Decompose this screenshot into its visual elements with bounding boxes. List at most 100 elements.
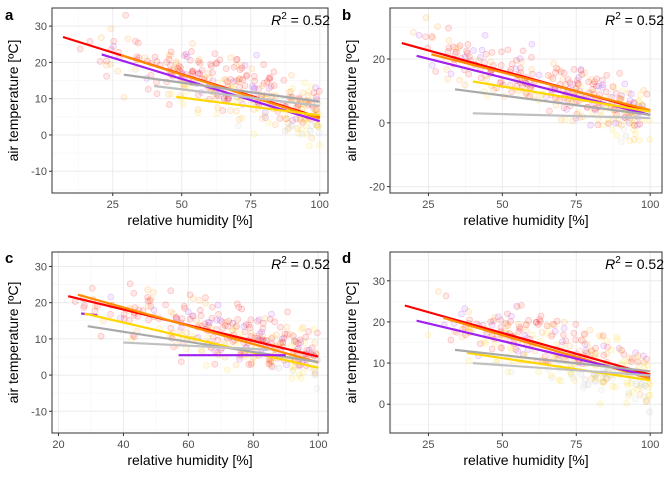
data-point <box>229 319 237 327</box>
x-tick-label: 50 <box>176 199 188 211</box>
data-point <box>628 358 635 366</box>
data-point <box>76 45 84 53</box>
data-point <box>260 61 268 68</box>
data-point <box>313 385 321 392</box>
data-point <box>227 75 235 83</box>
data-point <box>463 47 470 55</box>
data-point <box>283 331 291 338</box>
data-point <box>603 71 611 79</box>
data-point <box>643 90 651 98</box>
data-point <box>482 339 489 347</box>
data-point <box>515 328 523 335</box>
data-point <box>599 374 607 382</box>
x-tick-label: 50 <box>496 439 508 451</box>
r-exponent: 2 <box>281 255 287 266</box>
data-point <box>513 56 520 64</box>
data-point <box>628 119 636 127</box>
data-point <box>107 25 115 33</box>
data-point <box>235 303 243 311</box>
data-point <box>207 60 214 68</box>
data-point <box>150 306 158 314</box>
data-point <box>173 59 180 67</box>
data-point <box>587 346 595 353</box>
data-point <box>483 76 491 83</box>
data-point <box>644 361 651 369</box>
data-point <box>281 111 289 119</box>
data-point <box>599 121 607 129</box>
data-point <box>495 313 502 321</box>
data-point <box>504 322 511 330</box>
data-point <box>639 384 647 391</box>
data-point <box>569 117 577 125</box>
data-point <box>558 342 566 349</box>
regression-line-5 <box>454 348 651 373</box>
data-point <box>435 288 442 295</box>
data-point <box>549 320 557 328</box>
x-tick-label: 50 <box>496 199 508 211</box>
data-point <box>213 316 220 324</box>
data-point <box>636 120 644 128</box>
data-point <box>415 31 423 39</box>
data-point <box>480 338 488 345</box>
data-point <box>447 70 455 78</box>
data-point <box>205 69 212 77</box>
data-point <box>618 121 625 129</box>
data-point <box>482 50 490 58</box>
data-point <box>234 122 242 130</box>
data-point <box>609 375 616 383</box>
data-point <box>222 319 230 326</box>
data-point <box>615 120 623 128</box>
data-point <box>487 58 495 66</box>
data-point <box>635 98 643 106</box>
data-point <box>273 331 280 339</box>
data-point <box>577 83 585 91</box>
data-point <box>461 81 469 89</box>
data-point <box>581 330 588 338</box>
data-point <box>311 369 319 377</box>
data-point <box>476 340 484 348</box>
data-point <box>445 37 453 44</box>
data-point <box>625 89 633 97</box>
data-point <box>577 371 585 378</box>
data-point <box>592 349 600 357</box>
x-tick-label: 75 <box>570 439 582 451</box>
data-point <box>214 301 222 309</box>
data-point <box>315 129 323 137</box>
data-point <box>194 69 202 77</box>
panel-label: a <box>5 7 14 24</box>
data-point <box>236 355 243 363</box>
data-point <box>523 321 530 329</box>
data-point <box>552 69 559 76</box>
r-exponent: 2 <box>615 11 621 22</box>
data-point <box>514 347 522 355</box>
data-point <box>183 329 191 336</box>
x-tick-label: 80 <box>247 439 259 451</box>
data-point <box>259 115 266 122</box>
data-point <box>232 340 240 347</box>
data-point <box>288 71 295 79</box>
data-point <box>247 316 255 324</box>
data-point <box>643 355 650 363</box>
data-point <box>636 391 644 398</box>
data-point <box>275 364 283 372</box>
data-point <box>422 14 430 21</box>
data-point <box>519 47 527 55</box>
data-point <box>621 80 629 88</box>
data-point <box>535 368 543 376</box>
data-point <box>303 130 310 138</box>
data-point <box>609 126 616 134</box>
data-point <box>559 76 567 83</box>
x-tick-label: 75 <box>245 199 257 211</box>
data-point <box>255 316 263 323</box>
data-point <box>626 354 634 362</box>
data-point <box>646 136 654 143</box>
data-point <box>255 85 262 93</box>
data-point <box>547 73 555 81</box>
data-point <box>315 87 323 95</box>
regression-line-6 <box>123 341 270 351</box>
data-point <box>612 119 619 127</box>
data-point <box>283 361 290 369</box>
data-point <box>643 398 650 406</box>
data-point <box>281 330 289 338</box>
x-tick-label: 25 <box>107 199 119 211</box>
